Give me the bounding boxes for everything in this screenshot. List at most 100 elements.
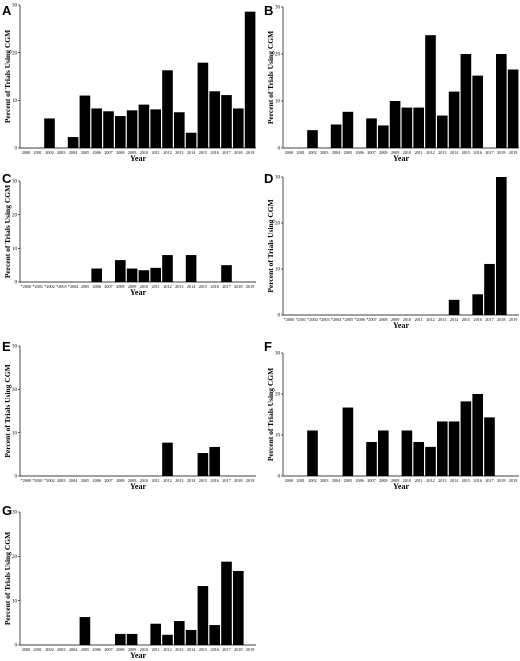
- x-tick-label: 2007: [104, 647, 112, 652]
- bar-2011: [150, 267, 162, 282]
- x-tick-label: 2014: [450, 478, 459, 483]
- x-tick-label: *2002: [307, 317, 317, 322]
- x-tick-label: 2018: [234, 478, 242, 483]
- bar-2016: [209, 446, 221, 476]
- x-tick-label: *2007: [366, 317, 376, 322]
- x-tick-label: 2005: [81, 150, 89, 155]
- bar-2017: [221, 561, 232, 645]
- y-tick-label: 20: [12, 388, 18, 393]
- x-tick-label: 2017: [222, 150, 230, 155]
- x-tick-label: 2000: [22, 647, 30, 652]
- x-tick-label: *2001: [32, 284, 42, 289]
- bar-2016: [472, 394, 484, 476]
- bar-2016: [472, 75, 484, 148]
- y-tick-label: 20: [275, 393, 281, 398]
- x-tick-label: *2004: [331, 317, 342, 322]
- bar-2008: [114, 116, 126, 148]
- bar-2011: [413, 441, 425, 476]
- bar-2010: [138, 270, 150, 282]
- y-axis-title: Percent of Trials Using CGM: [266, 31, 275, 124]
- x-tick-label: 2010: [140, 478, 148, 483]
- x-tick-label: 2003: [57, 647, 65, 652]
- y-tick-label: 30: [275, 6, 281, 11]
- x-tick-label: 2018: [497, 478, 505, 483]
- x-axis-title: Year: [393, 482, 409, 491]
- y-tick-label: 20: [12, 555, 18, 560]
- x-tick-label: 2015: [199, 284, 207, 289]
- bar-2016: [209, 625, 221, 645]
- x-tick-label: 2017: [222, 478, 230, 483]
- panel-g: G 0 10 20 30 2000 2001 2002 2003 2004 2005 2006 2007…: [2, 503, 256, 660]
- x-tick-label: 2017: [485, 150, 493, 155]
- bar-2005: [342, 407, 354, 476]
- x-tick-label: 2018: [234, 647, 242, 652]
- x-tick-label: 2015: [199, 478, 207, 483]
- panel-f: F 0 10 20 30 2000 2001 2002 2003 2004 2005 2006 2007…: [264, 339, 519, 491]
- x-tick-label: 2001: [297, 478, 305, 483]
- bar-2017: [484, 417, 495, 476]
- x-tick-label: 2007: [104, 478, 112, 483]
- x-axis-title: Year: [130, 651, 146, 660]
- x-tick-label: *2005: [343, 317, 353, 322]
- x-tick-label: 2006: [93, 284, 101, 289]
- bar-2014: [448, 299, 460, 315]
- x-tick-label: *2006: [354, 317, 364, 322]
- x-tick-label: 2014: [450, 150, 459, 155]
- x-tick-label: 2018: [497, 317, 505, 322]
- x-tick-label: 2010: [140, 284, 148, 289]
- panel-letter: B: [264, 3, 273, 18]
- x-tick-label: 2016: [211, 284, 219, 289]
- bar-2007: [366, 441, 377, 476]
- bar-2004: [67, 137, 79, 148]
- x-tick-label: 2006: [93, 647, 101, 652]
- x-tick-label: 2017: [222, 284, 230, 289]
- x-tick-label: 2011: [415, 317, 423, 322]
- bar-2011: [150, 623, 162, 645]
- x-tick-label: 2016: [211, 478, 219, 483]
- x-tick-label: 2017: [485, 317, 493, 322]
- bar-2002: [44, 118, 55, 148]
- bar-2015: [197, 453, 209, 476]
- x-tick-label: 2005: [81, 647, 89, 652]
- y-axis-title: Percent of Trials Using CGM: [266, 199, 275, 292]
- panel-b: B 0 10 20 30 2000 2001 2002 2003 2004 2005 2006 2007…: [264, 3, 519, 163]
- x-tick-label: 2012: [163, 478, 171, 483]
- x-tick-label: 2019: [509, 317, 517, 322]
- bar-2017: [221, 265, 232, 282]
- x-tick-label: 2018: [497, 150, 505, 155]
- bar-2019: [507, 69, 519, 148]
- bar-2005: [342, 111, 354, 148]
- y-tick-label: 0: [15, 147, 18, 152]
- bar-2018: [232, 570, 244, 645]
- x-axis-title: Year: [130, 154, 146, 163]
- bar-2013: [173, 112, 185, 148]
- x-tick-label: *2001: [295, 317, 305, 322]
- x-tick-label: 2013: [175, 150, 183, 155]
- x-tick-label: 2015: [462, 478, 470, 483]
- x-tick-label: 2014: [187, 150, 196, 155]
- x-tick-label: 2017: [222, 647, 230, 652]
- x-tick-label: *2002: [44, 284, 54, 289]
- y-tick-label: 0: [278, 147, 281, 152]
- x-tick-label: 2001: [297, 150, 305, 155]
- x-tick-label: *2003: [319, 317, 329, 322]
- y-tick-label: 10: [275, 100, 281, 105]
- x-tick-label: 2007: [104, 284, 112, 289]
- x-tick-label: 2010: [403, 150, 411, 155]
- bar-2012: [162, 70, 173, 148]
- x-tick-label: 2007: [367, 478, 375, 483]
- x-tick-label: 2018: [234, 150, 242, 155]
- y-tick-label: 30: [275, 352, 281, 357]
- x-tick-label: 2016: [211, 150, 219, 155]
- y-tick-label: 0: [15, 644, 18, 649]
- bar-2007: [103, 111, 114, 148]
- x-tick-label: 2002: [308, 478, 316, 483]
- x-tick-label: 2004: [69, 478, 78, 483]
- x-tick-label: 2015: [462, 317, 470, 322]
- bar-2017: [484, 263, 495, 315]
- y-tick-label: 0: [15, 475, 18, 480]
- x-tick-label: *2004: [68, 284, 79, 289]
- x-tick-label: 2006: [93, 150, 101, 155]
